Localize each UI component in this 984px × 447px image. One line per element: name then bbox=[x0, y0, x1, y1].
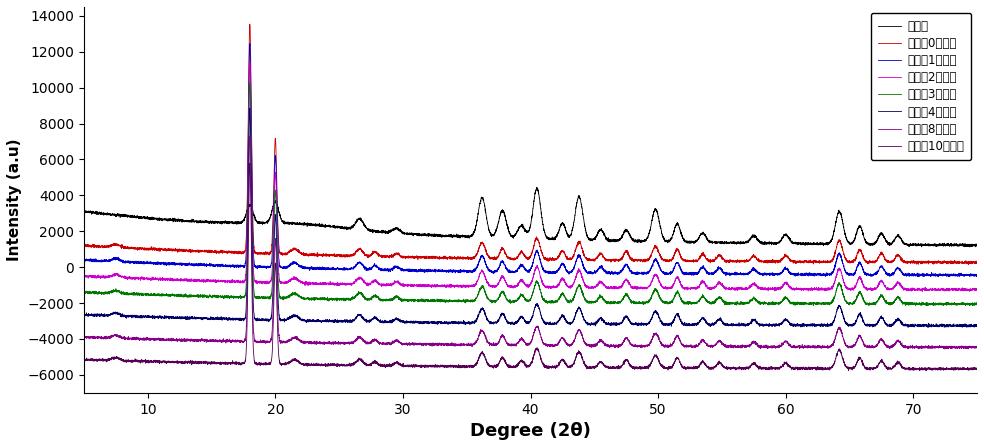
중화혀8번세첩 bbox=[606, 343, 618, 348]
중화혀8번세첩 bbox=[939, 346, 951, 352]
중화혀10번세첩 bbox=[606, 364, 618, 369]
중화혀1번세첩 bbox=[401, 266, 413, 272]
중화혀10번세첩 bbox=[123, 358, 135, 364]
중화혀1번세첩 bbox=[646, 264, 657, 269]
중화혀3번세첩 bbox=[123, 292, 135, 297]
Line: 중화혀8번세첩: 중화혀8번세첩 bbox=[84, 136, 977, 349]
중화혀0번세첩 bbox=[740, 259, 752, 264]
중화혀3번세첩 bbox=[78, 290, 90, 295]
중화혀0번세첩 bbox=[788, 258, 800, 264]
슬러지 bbox=[606, 237, 618, 243]
중화혀10번세첩 bbox=[740, 365, 752, 371]
중화혀10번세첩 bbox=[971, 366, 983, 371]
중화혀4번세첩 bbox=[740, 321, 752, 327]
중화혀8번세첩 bbox=[740, 343, 752, 349]
중화혀2번세첩 bbox=[78, 274, 90, 279]
슬러지 bbox=[646, 220, 657, 225]
Line: 중화혀10번세첩: 중화혀10번세첩 bbox=[84, 163, 977, 371]
중화혀3번세첩 bbox=[788, 301, 800, 307]
중화혀8번세첩 bbox=[401, 342, 413, 347]
중화혀3번세첩 bbox=[964, 303, 976, 308]
슬러지 bbox=[123, 213, 135, 219]
중화혀2번세첩 bbox=[788, 286, 800, 291]
중화혀1번세첩 bbox=[244, 41, 256, 46]
중화혀4번세첩 bbox=[244, 105, 256, 111]
중화혀3번세첩 bbox=[971, 302, 983, 308]
슬러지 bbox=[530, 185, 542, 190]
슬러지 bbox=[401, 232, 413, 237]
중화혀0번세첩 bbox=[244, 21, 256, 27]
슬러지 bbox=[971, 242, 983, 247]
중화혀0번세첩 bbox=[971, 260, 983, 266]
슬러지 bbox=[740, 240, 752, 245]
중화혀3번세첩 bbox=[646, 293, 657, 298]
중화혀2번세첩 bbox=[740, 286, 752, 291]
중화혀8번세첩 bbox=[646, 337, 657, 342]
중화혀0번세첩 bbox=[646, 251, 657, 257]
중화혀2번세첩 bbox=[916, 289, 928, 294]
중화혀1번세첩 bbox=[78, 257, 90, 263]
중화혀8번세첩 bbox=[788, 345, 800, 350]
중화혀0번세첩 bbox=[78, 243, 90, 248]
중화혀10번세첩 bbox=[78, 357, 90, 362]
중화혀0번세첩 bbox=[123, 244, 135, 249]
Line: 중화혀2번세첩: 중화혀2번세첩 bbox=[84, 62, 977, 291]
슬러지 bbox=[963, 245, 975, 250]
중화혀3번세첩 bbox=[401, 298, 413, 303]
중화혀10번세첩 bbox=[788, 366, 800, 371]
중화혀10번세첩 bbox=[244, 160, 256, 166]
중화혀4번세첩 bbox=[788, 322, 800, 327]
중화혀4번세첩 bbox=[78, 312, 90, 317]
중화혀2번세첩 bbox=[606, 285, 618, 291]
중화혀8번세첩 bbox=[78, 334, 90, 339]
중화혀4번세첩 bbox=[123, 313, 135, 319]
중화혀4번세첩 bbox=[401, 320, 413, 325]
슬러지 bbox=[78, 209, 90, 214]
중화혀2번세첩 bbox=[971, 287, 983, 292]
중화혀0번세첩 bbox=[962, 262, 974, 267]
중화혀4번세첩 bbox=[646, 316, 657, 322]
중화혀8번세첩 bbox=[123, 337, 135, 342]
중화혀1번세첩 bbox=[971, 272, 983, 278]
중화혀1번세첩 bbox=[740, 271, 752, 276]
중화혀2번세첩 bbox=[123, 275, 135, 280]
중화혀3번세첩 bbox=[244, 80, 256, 85]
중화혀10번세첩 bbox=[401, 363, 413, 368]
중화혀0번세첩 bbox=[401, 253, 413, 259]
중화혀0번세첩 bbox=[606, 257, 618, 263]
Line: 중화혀1번세첩: 중화혀1번세첩 bbox=[84, 43, 977, 277]
Line: 슬러지: 슬러지 bbox=[84, 187, 977, 247]
중화혀4번세첩 bbox=[606, 321, 618, 326]
중화혀3번세첩 bbox=[606, 300, 618, 305]
Line: 중화혀0번세첩: 중화혀0번세첩 bbox=[84, 24, 977, 265]
Line: 중화혀4번세첩: 중화혀4번세첩 bbox=[84, 108, 977, 327]
중화혀1번세첩 bbox=[606, 270, 618, 275]
중화혀4번세첩 bbox=[922, 325, 934, 330]
중화혀8번세첩 bbox=[244, 134, 256, 139]
중화혀2번세첩 bbox=[401, 283, 413, 288]
중화혀1번세첩 bbox=[123, 258, 135, 264]
중화혀2번세첩 bbox=[646, 279, 657, 284]
중화혀3번세첩 bbox=[740, 301, 752, 307]
중화혀10번세첩 bbox=[646, 359, 657, 365]
중화혀1번세첩 bbox=[933, 274, 945, 279]
Line: 중화혀3번세첩: 중화혀3번세첩 bbox=[84, 83, 977, 306]
중화혀2번세첩 bbox=[244, 59, 256, 65]
슬러지 bbox=[788, 241, 800, 246]
중화혀4번세첩 bbox=[971, 324, 983, 329]
Legend: 슬러지, 중화혀0번세첩, 중화혀1번세첩, 중화혀2번세첩, 중화혀3번세첩, 중화혀4번세첩, 중화혀8번세첩, 중화혀10번세첩: 슬러지, 중화혀0번세첩, 중화혀1번세첩, 중화혀2번세첩, 중화혀3번세첩,… bbox=[871, 13, 971, 160]
중화혀10번세첩 bbox=[914, 368, 926, 373]
중화혀1번세첩 bbox=[788, 271, 800, 277]
Y-axis label: Intensity (a.u): Intensity (a.u) bbox=[7, 139, 22, 261]
중화혀8번세첩 bbox=[971, 343, 983, 349]
X-axis label: Degree (2θ): Degree (2θ) bbox=[470, 422, 591, 440]
